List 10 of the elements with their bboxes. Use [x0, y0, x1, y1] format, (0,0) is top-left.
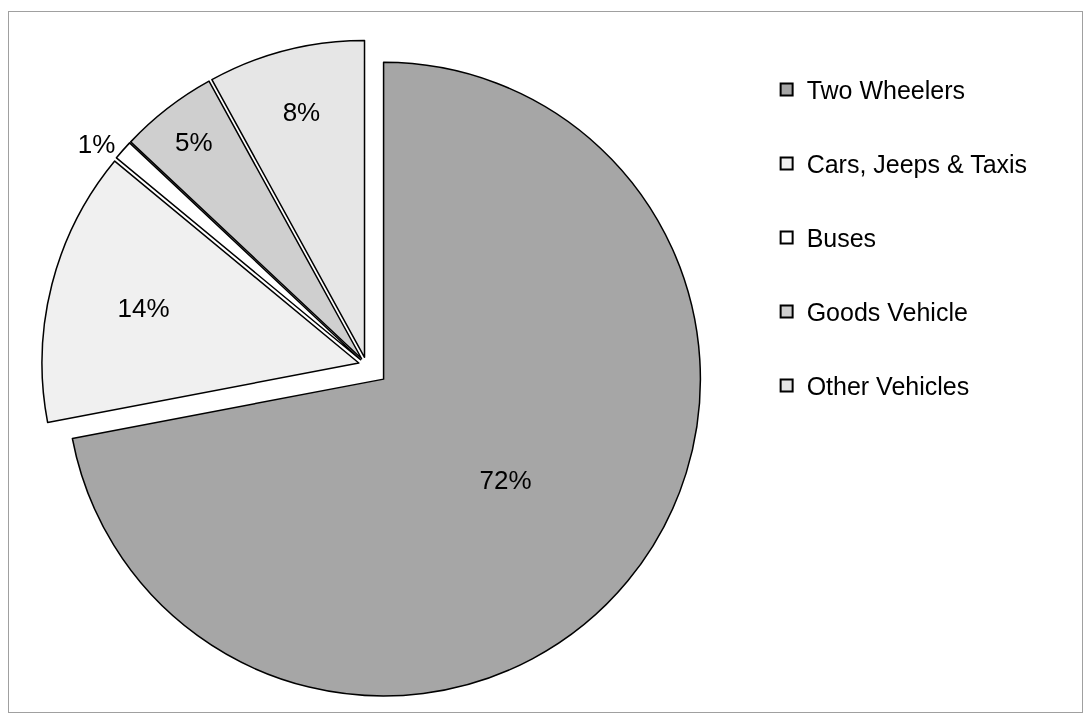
- data-label: 72%: [479, 465, 532, 496]
- legend-label: Two Wheelers: [806, 76, 966, 105]
- legend-label: Goods Vehicle: [806, 298, 968, 327]
- legend-label: Buses: [806, 224, 877, 253]
- data-label: 8%: [282, 96, 321, 127]
- data-label: 5%: [174, 127, 213, 158]
- data-label: 1%: [77, 128, 116, 159]
- legend-label: Other Vehicles: [806, 372, 970, 401]
- legend-label: Cars, Jeeps & Taxis: [806, 150, 1028, 179]
- data-label: 14%: [117, 292, 170, 323]
